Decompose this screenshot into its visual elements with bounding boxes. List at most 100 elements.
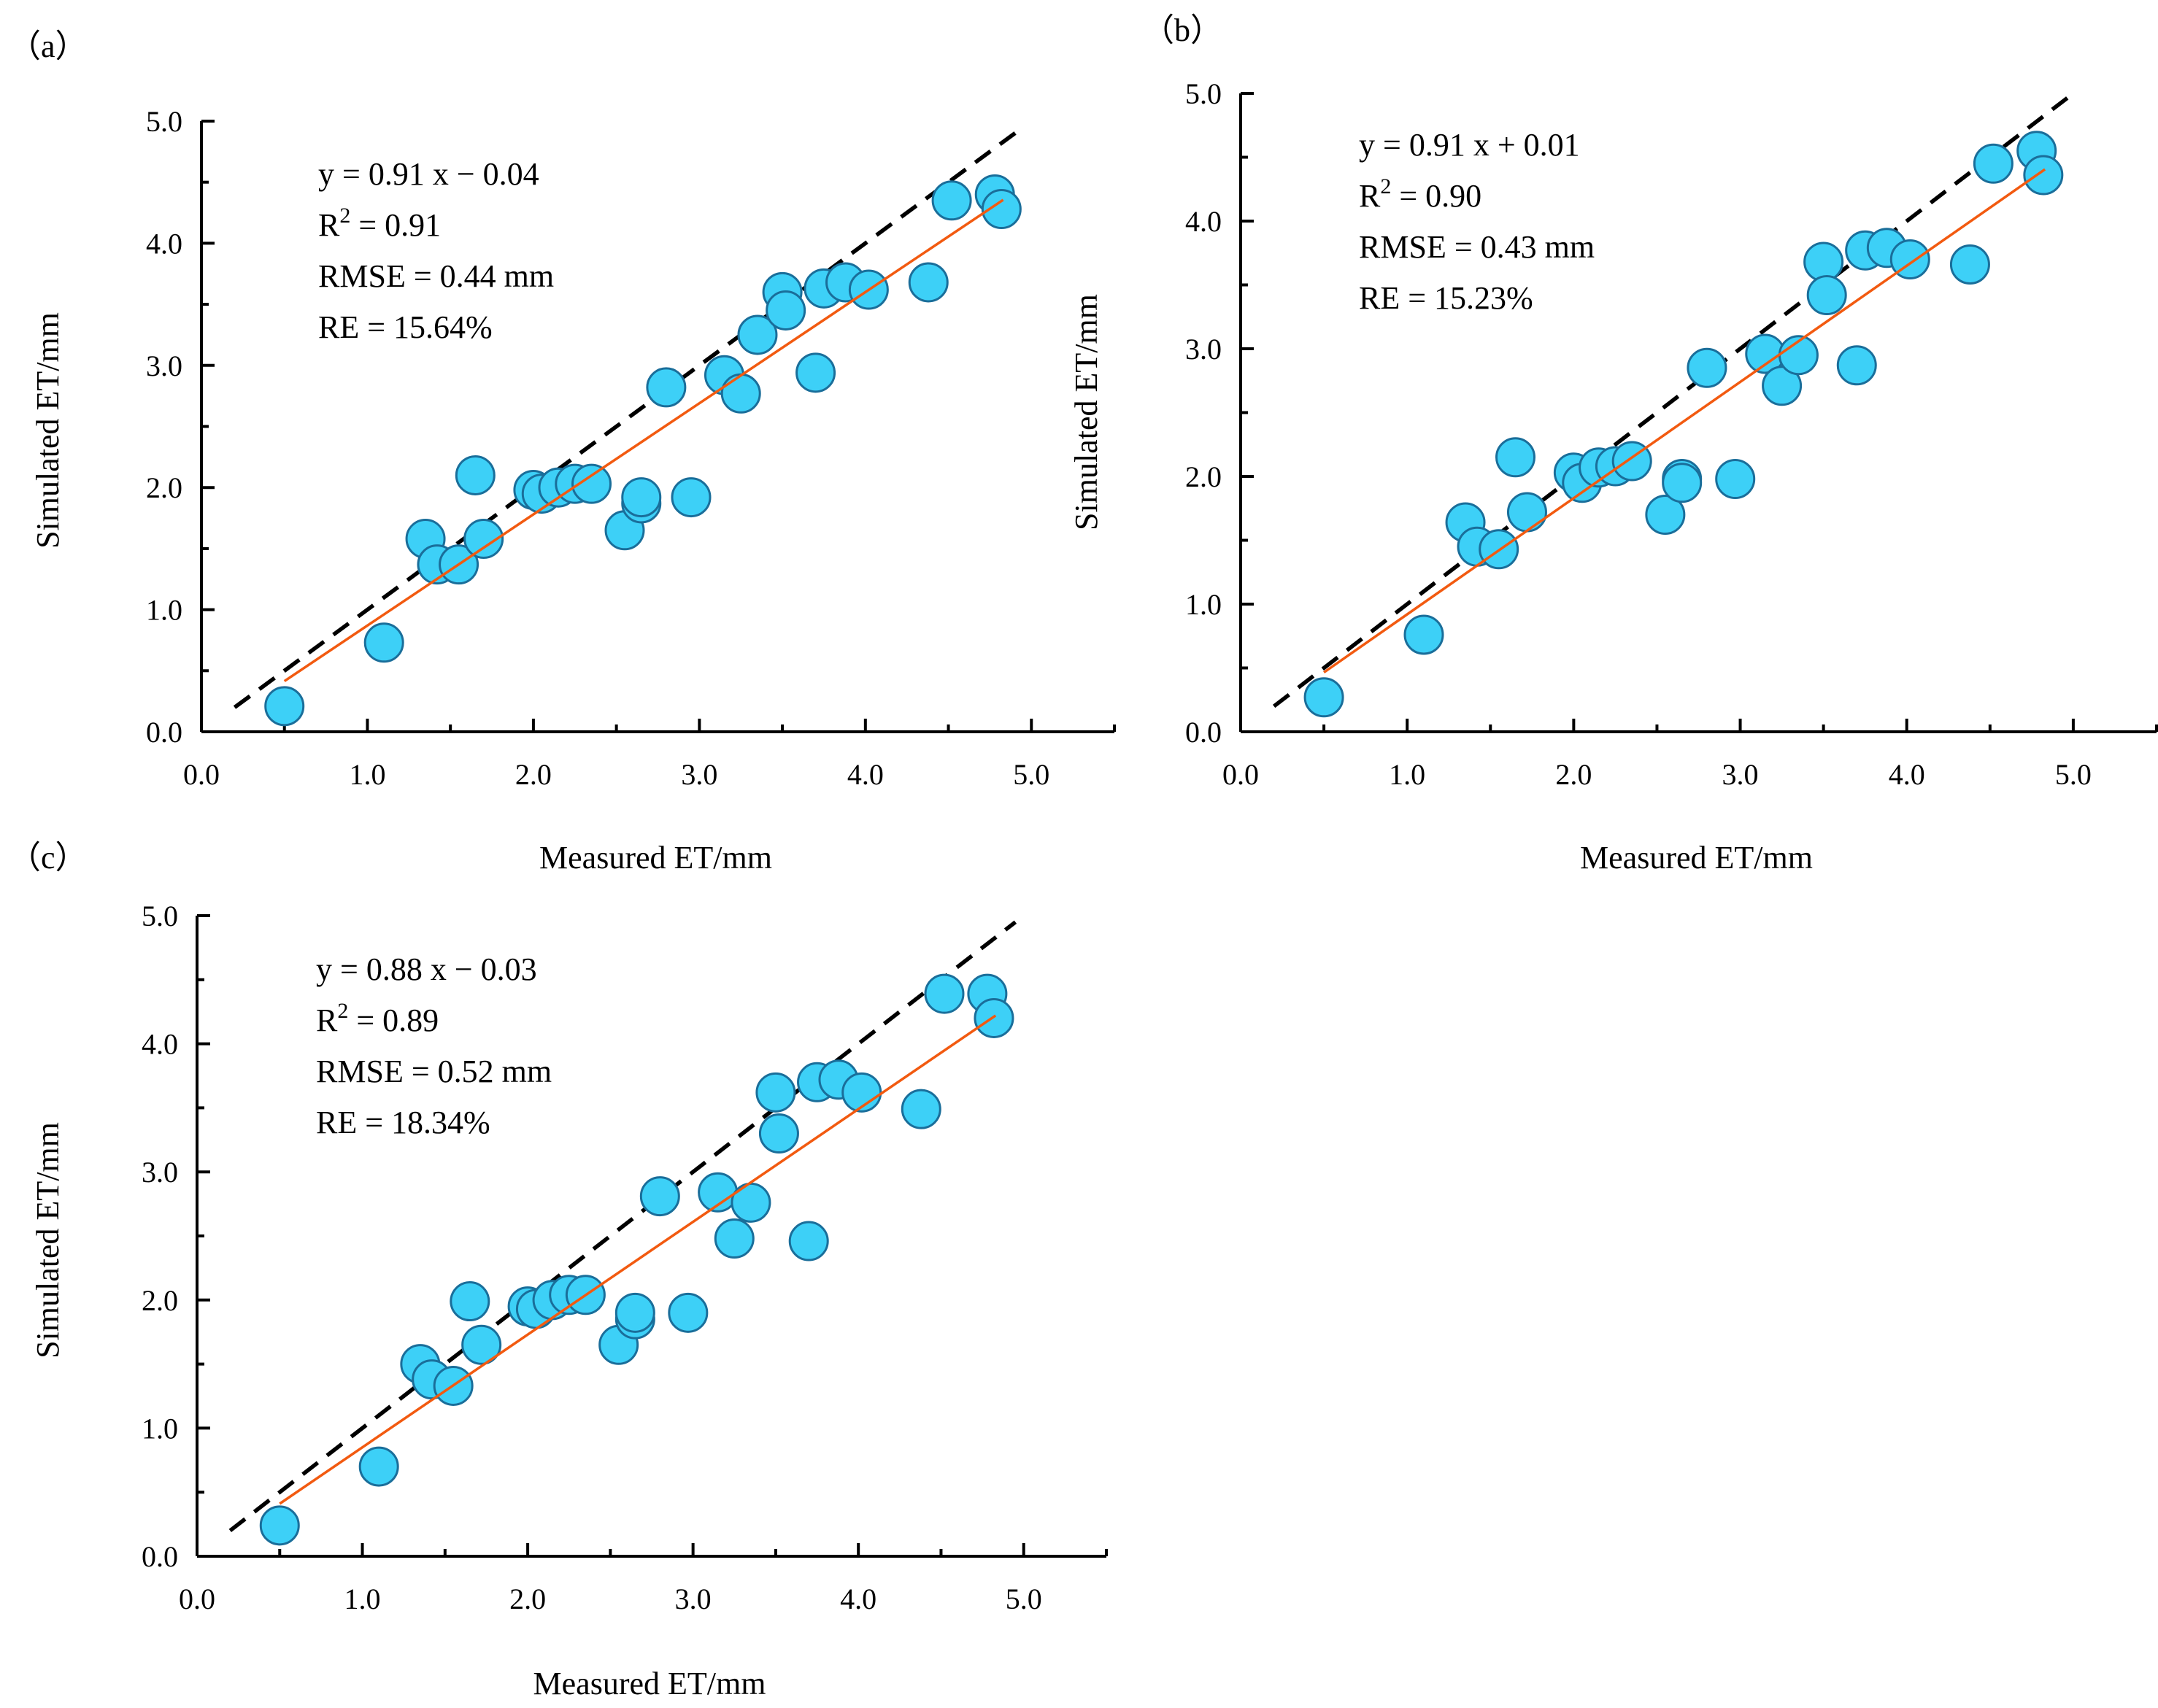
data-point — [1303, 677, 1344, 718]
y-tick-label: 1.0 — [1185, 588, 1222, 621]
data-point — [1645, 495, 1686, 535]
data-point — [1687, 347, 1727, 388]
x-tick-label: 1.0 — [344, 1583, 381, 1615]
data-point — [614, 1292, 655, 1333]
regression-equation: y = 0.91 x + 0.01 — [1359, 127, 1580, 163]
y-tick-label: 0.0 — [1185, 716, 1222, 749]
data-point — [720, 373, 761, 414]
data-point — [1495, 437, 1535, 478]
data-point — [2023, 155, 2064, 196]
y-tick-label: 3.0 — [142, 1156, 178, 1189]
data-point — [1715, 459, 1756, 499]
relative-error: RE = 18.34% — [316, 1105, 490, 1140]
data-point — [1973, 143, 2014, 184]
relative-error: RE = 15.23% — [1359, 280, 1533, 316]
r-squared: R2 = 0.91 — [318, 204, 441, 243]
y-tick-label: 4.0 — [146, 227, 182, 260]
y-tick-label: 2.0 — [142, 1284, 178, 1317]
y-tick-label: 5.0 — [146, 105, 182, 138]
x-tick-label: 2.0 — [1555, 758, 1592, 791]
data-point — [1836, 345, 1877, 386]
x-axis-title: Measured ET/mm — [533, 1666, 766, 1701]
relative-error: RE = 15.64% — [318, 309, 493, 345]
regression-equation: y = 0.91 x − 0.04 — [318, 156, 539, 192]
r-squared-symbol: R — [318, 207, 340, 243]
x-tick-label: 0.0 — [179, 1583, 215, 1615]
data-point — [788, 1221, 829, 1261]
chart-panel-b: （b） 0.0 1.0 2.0 3.0 4.0 5.0 0.0 1.0 2.0 3.0 4.0 5.0 M… — [1068, 12, 2158, 876]
data-point — [1506, 492, 1547, 533]
data-point — [981, 189, 1022, 230]
data-point — [571, 463, 612, 504]
data-points — [1303, 131, 2064, 718]
data-points — [259, 973, 1014, 1546]
r-squared-symbol: R — [1359, 178, 1381, 214]
data-point — [621, 477, 662, 518]
y-axis-title: Simulated ET/mm — [1068, 294, 1104, 530]
data-point — [737, 314, 778, 355]
data-point — [671, 477, 712, 518]
x-tick-label: 4.0 — [840, 1583, 876, 1615]
data-point — [668, 1292, 709, 1333]
x-axis-title: Measured ET/mm — [539, 840, 772, 876]
rmse: RMSE = 0.43 mm — [1359, 229, 1595, 265]
reference-line-1to1 — [1272, 91, 2075, 708]
regression-line — [1323, 168, 2046, 674]
data-point — [259, 1505, 300, 1546]
data-point — [901, 1089, 941, 1129]
rmse: RMSE = 0.52 mm — [316, 1054, 552, 1089]
panel-label: （c） — [9, 840, 88, 876]
y-tick-label: 2.0 — [1185, 460, 1222, 493]
r-squared: R2 = 0.90 — [1359, 174, 1481, 214]
rmse: RMSE = 0.44 mm — [318, 258, 554, 294]
data-point — [766, 290, 806, 331]
data-point — [795, 352, 836, 393]
y-tick-label: 5.0 — [1185, 77, 1222, 110]
x-tick-label: 1.0 — [349, 758, 385, 791]
y-tick-label: 4.0 — [1185, 205, 1222, 238]
data-point — [758, 1113, 799, 1154]
data-point — [1762, 366, 1803, 406]
chart-panel-c: （c） 0.0 1.0 2.0 3.0 4.0 5.0 0.0 1.0 2.0 3.0 4.0 5.0 M… — [9, 840, 1108, 1701]
y-tick-label: 3.0 — [1185, 333, 1222, 366]
data-point — [450, 1281, 490, 1322]
x-tick-label: 1.0 — [1389, 758, 1425, 791]
reference-line-1to1 — [228, 920, 1017, 1533]
data-point — [363, 622, 404, 663]
x-tick-label: 3.0 — [675, 1583, 712, 1615]
r-squared-symbol: R — [316, 1002, 338, 1038]
y-tick-label: 0.0 — [146, 716, 182, 749]
data-point — [455, 455, 496, 495]
data-point — [264, 686, 305, 727]
data-point — [639, 1176, 680, 1217]
panel-label: （a） — [9, 28, 88, 64]
data-point — [924, 973, 965, 1014]
r-squared-value: = 0.90 — [1391, 178, 1481, 214]
x-tick-label: 2.0 — [509, 1583, 546, 1615]
r-squared-value: = 0.89 — [348, 1002, 439, 1038]
data-point — [714, 1218, 755, 1259]
panel-label: （b） — [1142, 12, 1222, 48]
y-tick-label: 4.0 — [142, 1028, 178, 1061]
x-tick-label: 5.0 — [2055, 758, 2092, 791]
y-tick-label: 1.0 — [142, 1412, 178, 1445]
r-squared-superscript: 2 — [339, 204, 350, 228]
data-point — [1403, 614, 1444, 655]
data-point — [1949, 244, 1990, 285]
data-point — [646, 367, 687, 408]
data-point — [931, 180, 972, 221]
x-tick-label: 4.0 — [1889, 758, 1925, 791]
x-tick-label: 0.0 — [1222, 758, 1259, 791]
regression-line — [283, 198, 1004, 682]
data-point — [463, 519, 504, 560]
y-axis-title: Simulated ET/mm — [30, 312, 66, 549]
x-tick-label: 5.0 — [1013, 758, 1049, 791]
data-point — [755, 1072, 796, 1113]
y-tick-label: 3.0 — [146, 349, 182, 382]
data-point — [1806, 275, 1847, 315]
r-squared-superscript: 2 — [1380, 174, 1391, 198]
data-point — [908, 262, 949, 303]
data-point — [731, 1182, 771, 1223]
data-point — [1803, 241, 1844, 282]
